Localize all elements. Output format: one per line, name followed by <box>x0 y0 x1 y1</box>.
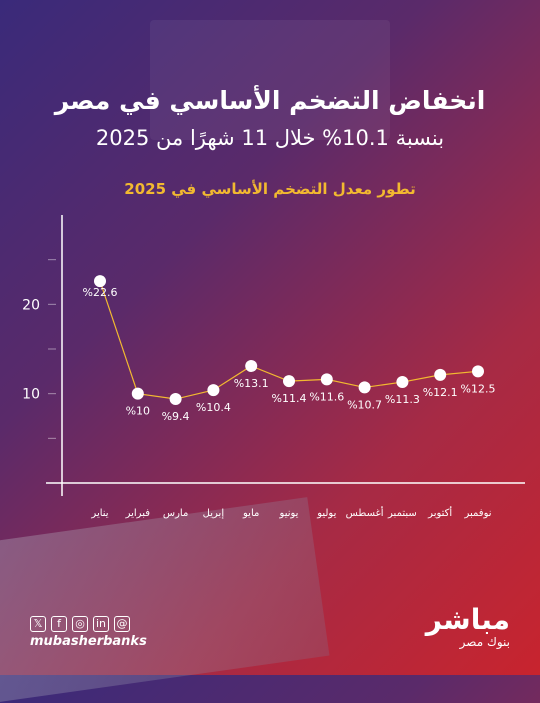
page-title: انخفاض التضخم الأساسي في مصر <box>54 86 486 115</box>
data-point <box>434 368 447 381</box>
linkedin-icon[interactable]: in <box>93 616 109 632</box>
x-tick-label: أغسطس <box>346 506 384 519</box>
page-subtitle: بنسبة 10.1% خلال 11 شهرًا من 2025 <box>95 126 445 150</box>
logo-main: مباشر <box>425 603 510 636</box>
data-label: %13.1 <box>234 377 269 390</box>
data-label: %10.7 <box>347 398 382 411</box>
x-tick-label: إبريل <box>203 508 225 519</box>
line-chart: 10 20 %22.6 يناير %10 فبراير %9.4 مارس %10.4 إبري… <box>22 275 496 519</box>
y-tick-label: 20 <box>22 297 40 313</box>
brand-logo: مباشر بنوك مصر <box>425 603 510 650</box>
data-label: %12.1 <box>423 386 458 399</box>
data-label: %11.6 <box>309 390 344 403</box>
data-point <box>320 373 333 386</box>
threads-icon[interactable]: @ <box>114 616 130 632</box>
y-tick-label: 10 <box>22 387 40 403</box>
data-point <box>358 381 371 394</box>
data-label: %11.4 <box>272 392 307 405</box>
data-point <box>472 365 484 378</box>
x-tick-label: أكتوبر <box>427 506 452 519</box>
instagram-icon[interactable]: ◎ <box>72 616 88 632</box>
x-tick-label: فبراير <box>125 508 151 519</box>
chart-title: تطور معدل التضخم الأساسي في 2025 <box>124 180 416 198</box>
data-point <box>131 387 144 400</box>
x-tick-label: مايو <box>242 508 259 519</box>
social-icons: 𝕏 f ◎ in @ <box>30 616 130 632</box>
data-point <box>94 275 106 288</box>
social-handle: mubasherbanks <box>30 634 147 649</box>
data-label: %9.4 <box>162 410 190 423</box>
data-label: %11.3 <box>385 393 420 406</box>
x-tick-label: مارس <box>163 508 188 519</box>
data-point <box>245 359 258 372</box>
data-point <box>283 375 295 388</box>
x-tick-label: يونيو <box>279 508 299 519</box>
data-label: %22.6 <box>83 286 118 299</box>
background-building <box>150 20 390 140</box>
data-point <box>396 376 409 389</box>
data-label: %12.5 <box>461 382 496 395</box>
data-point <box>169 393 182 406</box>
logo-sub: بنوك مصر <box>459 635 510 649</box>
x-icon[interactable]: 𝕏 <box>30 616 46 632</box>
x-tick-label: نوفمبر <box>463 508 491 519</box>
data-label: %10 <box>126 405 150 418</box>
data-point <box>207 384 220 397</box>
x-tick-label: يناير <box>90 508 108 519</box>
facebook-icon[interactable]: f <box>51 616 67 632</box>
x-tick-label: سبتمبر <box>387 508 417 519</box>
data-label: %10.4 <box>196 401 231 414</box>
x-tick-label: يوليو <box>316 508 336 519</box>
